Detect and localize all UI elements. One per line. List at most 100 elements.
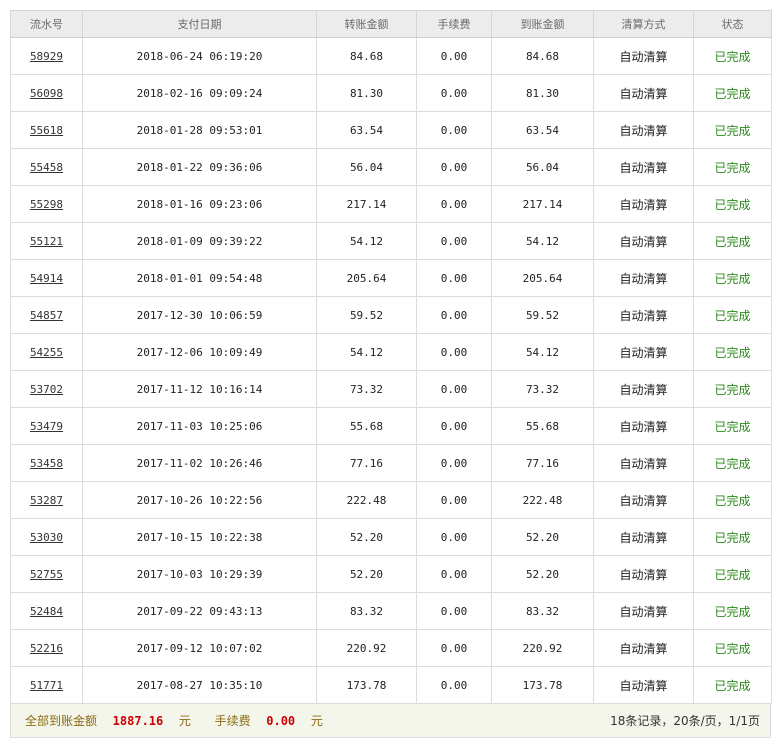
fee-cell: 0.00 <box>416 518 492 556</box>
received-amount-cell: 220.92 <box>491 629 594 667</box>
pay-date-cell: 2018-01-22 09:36:06 <box>82 148 317 186</box>
serial-number-link[interactable]: 55298 <box>29 197 64 211</box>
column-header-fee: 手续费 <box>416 10 492 38</box>
received-amount-cell: 77.16 <box>491 444 594 482</box>
received-amount-cell: 63.54 <box>491 111 594 149</box>
transfer-amount-cell: 84.68 <box>316 37 417 75</box>
transfer-amount-cell: 56.04 <box>316 148 417 186</box>
fee-cell: 0.00 <box>416 74 492 112</box>
serial-number-link[interactable]: 51771 <box>29 678 64 692</box>
received-amount-cell: 205.64 <box>491 259 594 297</box>
status-cell: 已完成 <box>693 370 772 408</box>
status-cell: 已完成 <box>693 666 772 704</box>
settlement-method-cell: 自动清算 <box>593 444 694 482</box>
fee-cell: 0.00 <box>416 296 492 334</box>
pay-date-cell: 2017-11-03 10:25:06 <box>82 407 317 445</box>
table-row: 52484 2017-09-22 09:43:13 83.32 0.00 83.32 自动… <box>10 592 772 630</box>
serial-number-link[interactable]: 54255 <box>29 345 64 359</box>
transfer-amount-cell: 83.32 <box>316 592 417 630</box>
table-row: 56098 2018-02-16 09:09:24 81.30 0.00 81.30 自动… <box>10 74 772 112</box>
serial-number-link[interactable]: 53702 <box>29 382 64 396</box>
column-header-pay-date: 支付日期 <box>82 10 317 38</box>
serial-number-link[interactable]: 54914 <box>29 271 64 285</box>
settlement-method-cell: 自动清算 <box>593 518 694 556</box>
serial-number-link[interactable]: 56098 <box>29 86 64 100</box>
serial-cell: 53702 <box>10 370 83 408</box>
table-row: 53702 2017-11-12 10:16:14 73.32 0.00 73.32 自动… <box>10 370 772 408</box>
pay-date-cell: 2017-09-12 10:07:02 <box>82 629 317 667</box>
serial-number-link[interactable]: 53479 <box>29 419 64 433</box>
serial-number-link[interactable]: 55458 <box>29 160 64 174</box>
serial-cell: 55298 <box>10 185 83 223</box>
received-amount-cell: 81.30 <box>491 74 594 112</box>
pay-date-cell: 2018-01-16 09:23:06 <box>82 185 317 223</box>
pay-date-cell: 2018-02-16 09:09:24 <box>82 74 317 112</box>
received-amount-cell: 173.78 <box>491 666 594 704</box>
status-cell: 已完成 <box>693 629 772 667</box>
column-header-received-amount: 到账金额 <box>491 10 594 38</box>
serial-number-link[interactable]: 58929 <box>29 49 64 63</box>
table-row: 52755 2017-10-03 10:29:39 52.20 0.00 52.20 自动… <box>10 555 772 593</box>
fee-cell: 0.00 <box>416 481 492 519</box>
received-amount-cell: 54.12 <box>491 222 594 260</box>
serial-number-link[interactable]: 54857 <box>29 308 64 322</box>
total-received-value: 1887.16 <box>112 714 164 728</box>
transfer-amount-cell: 54.12 <box>316 222 417 260</box>
received-amount-cell: 52.20 <box>491 555 594 593</box>
table-row: 55121 2018-01-09 09:39:22 54.12 0.00 54.12 自动… <box>10 222 772 260</box>
serial-number-link[interactable]: 53287 <box>29 493 64 507</box>
fee-cell: 0.00 <box>416 37 492 75</box>
total-fee-label: 手续费 <box>214 714 251 728</box>
table-body: 58929 2018-06-24 06:19:20 84.68 0.00 84.68 自动… <box>10 37 772 704</box>
pay-date-cell: 2017-11-02 10:26:46 <box>82 444 317 482</box>
serial-cell: 58929 <box>10 37 83 75</box>
serial-cell: 52484 <box>10 592 83 630</box>
serial-cell: 53030 <box>10 518 83 556</box>
settlement-method-cell: 自动清算 <box>593 592 694 630</box>
serial-number-link[interactable]: 55618 <box>29 123 64 137</box>
transfer-amount-cell: 54.12 <box>316 333 417 371</box>
fee-cell: 0.00 <box>416 407 492 445</box>
status-cell: 已完成 <box>693 592 772 630</box>
pay-date-cell: 2017-09-22 09:43:13 <box>82 592 317 630</box>
serial-cell: 54914 <box>10 259 83 297</box>
serial-number-link[interactable]: 52216 <box>29 641 64 655</box>
transfer-amount-cell: 52.20 <box>316 555 417 593</box>
serial-number-link[interactable]: 52755 <box>29 567 64 581</box>
total-received-unit: 元 <box>178 714 191 728</box>
serial-cell: 53479 <box>10 407 83 445</box>
serial-cell: 53458 <box>10 444 83 482</box>
status-cell: 已完成 <box>693 185 772 223</box>
serial-number-link[interactable]: 52484 <box>29 604 64 618</box>
serial-cell: 53287 <box>10 481 83 519</box>
settlement-method-cell: 自动清算 <box>593 407 694 445</box>
status-cell: 已完成 <box>693 518 772 556</box>
serial-number-link[interactable]: 53030 <box>29 530 64 544</box>
transfer-amount-cell: 220.92 <box>316 629 417 667</box>
transfer-amount-cell: 52.20 <box>316 518 417 556</box>
table-row: 55458 2018-01-22 09:36:06 56.04 0.00 56.04 自动… <box>10 148 772 186</box>
payment-records-table: 流水号 支付日期 转账金额 手续费 到账金额 清算方式 状态 58929 2018… <box>10 10 772 704</box>
received-amount-cell: 83.32 <box>491 592 594 630</box>
pagination-info: 18条记录，20条/页，1/1页 <box>610 714 760 728</box>
table-row: 54255 2017-12-06 10:09:49 54.12 0.00 54.12 自动… <box>10 333 772 371</box>
serial-number-link[interactable]: 55121 <box>29 234 64 248</box>
status-cell: 已完成 <box>693 37 772 75</box>
transfer-amount-cell: 73.32 <box>316 370 417 408</box>
serial-cell: 55121 <box>10 222 83 260</box>
pay-date-cell: 2018-01-01 09:54:48 <box>82 259 317 297</box>
transfer-amount-cell: 222.48 <box>316 481 417 519</box>
status-cell: 已完成 <box>693 74 772 112</box>
fee-cell: 0.00 <box>416 666 492 704</box>
settlement-method-cell: 自动清算 <box>593 333 694 371</box>
pay-date-cell: 2018-06-24 06:19:20 <box>82 37 317 75</box>
settlement-method-cell: 自动清算 <box>593 37 694 75</box>
settlement-method-cell: 自动清算 <box>593 185 694 223</box>
column-header-settlement-method: 清算方式 <box>593 10 694 38</box>
table-row: 58929 2018-06-24 06:19:20 84.68 0.00 84.68 自动… <box>10 37 772 75</box>
received-amount-cell: 59.52 <box>491 296 594 334</box>
table-row: 53458 2017-11-02 10:26:46 77.16 0.00 77.16 自动… <box>10 444 772 482</box>
serial-cell: 52216 <box>10 629 83 667</box>
settlement-method-cell: 自动清算 <box>593 629 694 667</box>
serial-number-link[interactable]: 53458 <box>29 456 64 470</box>
